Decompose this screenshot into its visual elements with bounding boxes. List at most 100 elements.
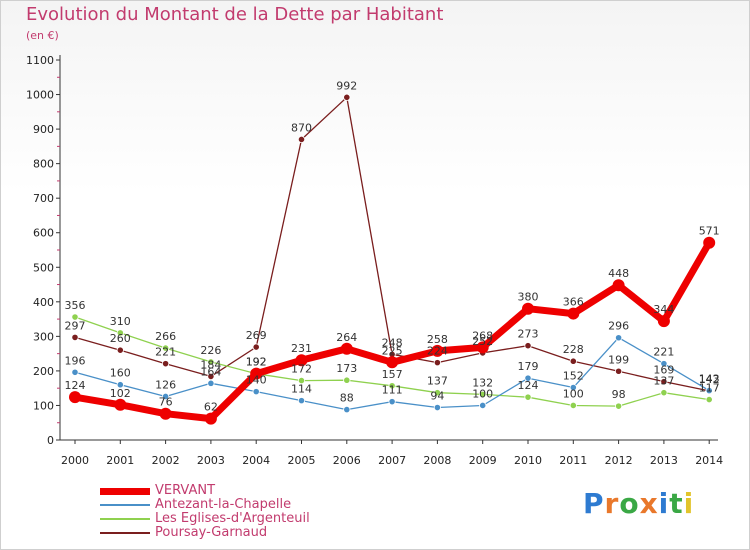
data-label-0: 124 xyxy=(65,379,86,392)
data-label-1: 179 xyxy=(518,360,539,373)
x-tick-label: 2000 xyxy=(61,454,89,467)
data-label-1: 164 xyxy=(200,365,221,378)
data-label-3: 224 xyxy=(427,345,448,358)
legend-label: VERVANT xyxy=(155,483,216,498)
data-label-2: 356 xyxy=(65,299,86,312)
y-tick-label: 500 xyxy=(33,261,54,274)
legend-item: Antezant-la-Chapelle xyxy=(100,498,310,512)
data-label-3: 199 xyxy=(608,353,629,366)
y-tick-label: 0 xyxy=(47,434,54,447)
data-label-3: 142 xyxy=(699,373,720,386)
data-label-3: 297 xyxy=(65,319,86,332)
data-label-1: 221 xyxy=(653,346,674,359)
x-tick-label: 2013 xyxy=(650,454,678,467)
logo-letter: P xyxy=(583,487,605,520)
data-label-0: 231 xyxy=(291,342,312,355)
series-point-1 xyxy=(71,368,79,376)
series-point-1 xyxy=(207,379,215,387)
proxiti-logo: Proxiti xyxy=(583,487,694,520)
series-point-1 xyxy=(705,386,713,395)
data-label-1: 88 xyxy=(340,392,354,405)
series-point-3 xyxy=(252,343,260,351)
data-label-3: 184 xyxy=(200,358,221,371)
data-label-0: 344 xyxy=(653,303,674,316)
data-label-1: 152 xyxy=(563,369,584,382)
logo-letter: o xyxy=(619,487,640,520)
data-label-3: 228 xyxy=(563,343,584,356)
series-point-2 xyxy=(705,395,713,404)
series-point-0 xyxy=(386,356,399,369)
logo-letter: i xyxy=(658,487,670,520)
series-point-0 xyxy=(340,342,353,355)
data-label-1: 196 xyxy=(65,354,86,367)
data-label-0: 264 xyxy=(336,331,357,344)
series-point-0 xyxy=(657,315,670,328)
legend-item: VERVANT xyxy=(100,484,310,498)
series-point-2 xyxy=(207,358,215,366)
data-label-1: 296 xyxy=(608,320,629,333)
data-label-1: 100 xyxy=(472,387,493,400)
series-point-1 xyxy=(433,403,441,412)
data-label-2: 137 xyxy=(653,375,674,388)
data-label-2: 98 xyxy=(612,388,626,401)
data-label-0: 268 xyxy=(472,329,493,342)
series-point-3 xyxy=(433,359,441,367)
series-point-2 xyxy=(388,382,396,390)
x-tick-label: 2007 xyxy=(378,454,406,467)
series-point-0 xyxy=(295,354,308,367)
x-tick-label: 2008 xyxy=(423,454,451,467)
data-label-2: 100 xyxy=(563,387,584,400)
data-label-0: 76 xyxy=(159,396,173,409)
series-point-2 xyxy=(162,344,170,352)
series-point-0 xyxy=(612,279,625,292)
logo-letter: x xyxy=(639,487,659,520)
series-point-3 xyxy=(660,378,668,386)
data-label-0: 380 xyxy=(518,291,539,304)
y-tick-label: 200 xyxy=(33,365,54,378)
series-point-2 xyxy=(343,376,351,384)
series-point-2 xyxy=(433,389,441,397)
x-tick-label: 2004 xyxy=(242,454,270,467)
data-label-0: 366 xyxy=(563,296,584,309)
legend-label: Antezant-la-Chapelle xyxy=(155,497,292,512)
data-label-1: 160 xyxy=(110,367,131,380)
series-point-2 xyxy=(569,401,577,410)
data-label-0: 258 xyxy=(427,333,448,346)
series-point-1 xyxy=(479,401,487,410)
data-label-3: 273 xyxy=(518,328,539,341)
series-point-0 xyxy=(567,307,580,320)
data-label-2: 117 xyxy=(699,382,720,395)
series-point-3 xyxy=(614,367,623,375)
logo-letter: r xyxy=(604,487,620,520)
data-label-3: 269 xyxy=(246,329,267,342)
data-label-1: 111 xyxy=(382,384,403,397)
x-tick-label: 2006 xyxy=(333,454,361,467)
data-label-2: 132 xyxy=(472,376,493,389)
data-label-1: 126 xyxy=(155,378,176,391)
logo-letter: i xyxy=(683,487,695,520)
series-point-0 xyxy=(69,391,81,404)
data-label-2: 173 xyxy=(336,362,357,375)
x-tick-label: 2014 xyxy=(695,454,723,467)
series-point-2 xyxy=(297,376,306,385)
series-point-2 xyxy=(660,389,668,397)
series-point-0 xyxy=(703,236,716,249)
data-label-2: 172 xyxy=(291,363,312,376)
data-label-2: 137 xyxy=(427,375,448,388)
x-tick-label: 2005 xyxy=(288,454,316,467)
series-point-0 xyxy=(204,412,217,425)
x-tick-label: 2003 xyxy=(197,454,225,467)
data-label-2: 157 xyxy=(382,368,403,381)
series-point-3 xyxy=(524,342,532,350)
series-point-3 xyxy=(569,357,577,365)
data-label-0: 62 xyxy=(204,401,218,414)
data-label-3: 992 xyxy=(336,79,357,92)
data-label-0: 571 xyxy=(699,225,720,238)
data-label-1: 143 xyxy=(699,373,720,386)
y-tick-label: 1000 xyxy=(26,89,54,102)
series-point-1 xyxy=(524,374,532,382)
series-point-3 xyxy=(116,346,124,354)
legend-swatch xyxy=(100,518,150,520)
